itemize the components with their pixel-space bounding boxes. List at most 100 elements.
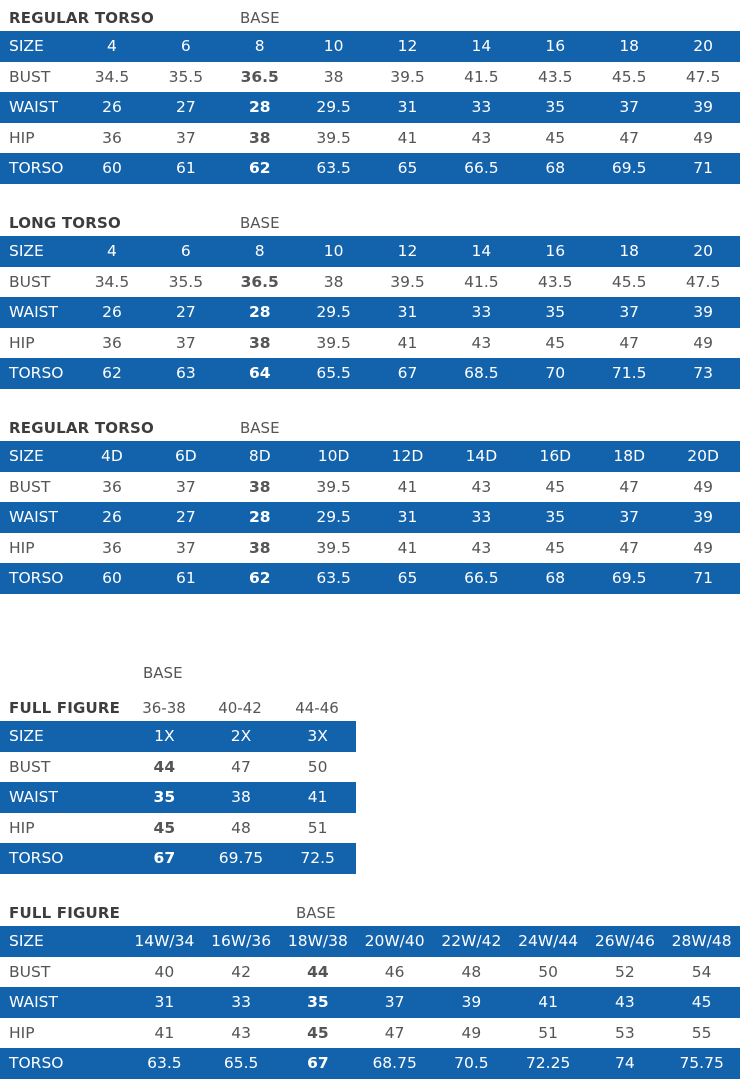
table-rows: SIZE 4 6 8 10 12 14 16 18 20 BUST 34.5 35.5 36.5 38 39.… (0, 236, 740, 389)
table-row-torso: TORSO 63.5 65.5 67 68.75 70.5 72.25 74 75.75 (0, 1048, 740, 1079)
table-title: FULL FIGURE (9, 699, 121, 717)
table-cell: 43.5 (538, 272, 573, 291)
row-label: HIP (9, 818, 35, 837)
table-cell: 41 (397, 538, 418, 557)
table-cell: 65 (397, 569, 418, 588)
table-row-torso: TORSO 60 61 62 63.5 65 66.5 68 69.5 71 (0, 563, 740, 594)
table-rows: SIZE 4D 6D 8D 10D 12D 14D 16D 18D 20D BUST 36 37 38 39… (0, 441, 740, 594)
table-caption: LONG TORSO BASE (0, 206, 740, 236)
table-row-size: SIZE 4 6 8 10 12 14 16 18 20 (0, 31, 740, 62)
table-cell: 28 (248, 98, 271, 117)
base-label: BASE (240, 214, 280, 232)
table-title: LONG TORSO (9, 214, 121, 232)
table-cell: 60 (102, 159, 122, 178)
table-cell: 39.5 (316, 538, 351, 557)
row-label: BUST (9, 962, 51, 981)
table-cell: 39 (693, 98, 713, 117)
table-cell: 68.75 (372, 1054, 417, 1073)
table-cell: 66.5 (464, 569, 499, 588)
table-cell: 65.5 (223, 1054, 259, 1073)
table-cell: 43 (471, 477, 492, 496)
table-cell: 26 (102, 98, 122, 117)
table-cell: 14D (465, 447, 498, 466)
row-label: HIP (9, 333, 35, 352)
table-cell: 27 (175, 98, 196, 117)
table-cell: 68 (545, 569, 566, 588)
table-cell: 43 (471, 333, 492, 352)
table-cell: 45 (307, 1023, 329, 1042)
table-cell: 43.5 (538, 67, 573, 86)
row-label: TORSO (9, 364, 64, 383)
row-label: SIZE (9, 727, 44, 746)
table-cell: 3X (307, 727, 328, 746)
row-label: HIP (9, 538, 35, 557)
table-cell: 49 (693, 538, 713, 557)
table-cell: 46 (384, 962, 405, 981)
table-cell: 6D (174, 447, 197, 466)
table-cell: 45.5 (611, 272, 647, 291)
table-row-hip: HIP 36 37 38 39.5 41 43 45 47 49 (0, 123, 740, 154)
size-table-regular-torso-d: REGULAR TORSO BASE SIZE 4D 6D 8D 10D 12D 14D 16… (0, 411, 740, 594)
table-cell: 16W/36 (211, 932, 272, 951)
table-cell: 71 (693, 159, 713, 178)
table-cell: 68 (545, 159, 566, 178)
base-label: BASE (296, 904, 336, 922)
table-cell: 65.5 (316, 364, 351, 383)
table-cell: 47 (619, 128, 640, 147)
row-label: BUST (9, 477, 51, 496)
size-table-long-torso: LONG TORSO BASE SIZE 4 6 8 10 12 14 16 18 20 BUST 3… (0, 206, 740, 389)
table-cell: 35 (307, 993, 329, 1012)
table-cell: 16 (545, 242, 566, 261)
table-row-torso: TORSO 60 61 62 63.5 65 66.5 68 69.5 71 (0, 153, 740, 184)
table-cell: 45 (545, 477, 566, 496)
table-cell: 67 (397, 364, 418, 383)
table-cell: 35 (153, 788, 176, 807)
row-label: TORSO (9, 849, 64, 868)
table-cell: 41 (397, 333, 418, 352)
table-cell: 28 (248, 508, 271, 527)
size-range-1: 36-38 (142, 699, 186, 717)
row-label: BUST (9, 67, 51, 86)
table-cell: 33 (471, 508, 492, 527)
table-caption: REGULAR TORSO BASE (0, 1, 740, 31)
table-cell: 37 (175, 477, 196, 496)
size-table-full-figure-w: FULL FIGURE BASE SIZE 14W/34 16W/36 18W/38 2… (0, 896, 740, 1079)
table-cell: 36.5 (240, 272, 279, 291)
table-row-size: SIZE 14W/34 16W/36 18W/38 20W/40 22W/42 24W/44… (0, 926, 740, 957)
table-cell: 38 (248, 128, 271, 147)
table-cell: 43 (471, 538, 492, 557)
table-cell: 39.5 (316, 333, 351, 352)
table-row-bust: BUST 34.5 35.5 36.5 38 39.5 41.5 43.5 45.5 47.5 (0, 267, 740, 298)
table-cell: 2X (230, 727, 252, 746)
table-rows: SIZE 4 6 8 10 12 14 16 18 20 BUST 34.5 35.5 36.5 38 39.… (0, 31, 740, 184)
table-cell: 12D (391, 447, 424, 466)
table-caption: FULL FIGURE BASE (0, 896, 740, 926)
table-title: REGULAR TORSO (9, 9, 154, 27)
table-cell: 75.75 (679, 1054, 724, 1073)
base-label: BASE (240, 9, 280, 27)
table-cell: 44 (153, 757, 176, 776)
row-label: WAIST (9, 993, 58, 1012)
table-cell: 55 (691, 1023, 712, 1042)
table-cell: 37 (619, 98, 640, 117)
table-cell: 28W/48 (671, 932, 732, 951)
table-cell: 42 (231, 962, 251, 981)
table-cell: 41 (154, 1023, 175, 1042)
row-label: WAIST (9, 788, 58, 807)
table-cell: 29.5 (316, 98, 351, 117)
table-cell: 28 (248, 303, 271, 322)
size-range-2: 40-42 (218, 699, 262, 717)
row-label: TORSO (9, 1054, 64, 1073)
table-cell: 48 (461, 962, 482, 981)
table-cell: 39.5 (316, 477, 351, 496)
table-cell: 51 (307, 818, 328, 837)
row-label: SIZE (9, 932, 44, 951)
table-cell: 70.5 (454, 1054, 489, 1073)
table-cell: 26 (102, 508, 122, 527)
table-row-torso: TORSO 67 69.75 72.5 (0, 843, 356, 874)
table-cell: 22W/42 (441, 932, 502, 951)
table-row-size: SIZE 4D 6D 8D 10D 12D 14D 16D 18D 20D (0, 441, 740, 472)
table-row-waist: WAIST 26 27 28 29.5 31 33 35 37 39 (0, 297, 740, 328)
table-cell: 1X (154, 727, 175, 746)
table-cell: 29.5 (316, 508, 351, 527)
